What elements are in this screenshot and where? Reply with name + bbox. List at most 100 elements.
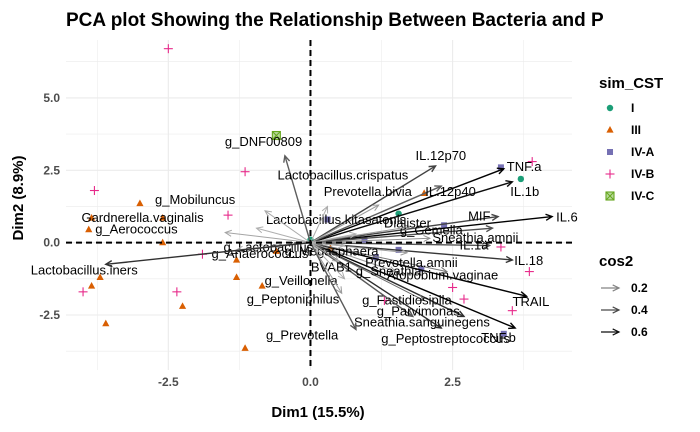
point-iv-a: [500, 330, 507, 337]
variable-label: TRAIL: [513, 294, 550, 309]
y-tick-label: -2.5: [39, 308, 60, 322]
variable-arrow: [310, 241, 529, 299]
variable-label: Dialister: [384, 216, 432, 231]
point-iv-b: [507, 306, 517, 316]
variable-label: g_Anaerococcus: [212, 246, 309, 261]
point-iv-b: [524, 267, 534, 277]
variable-arrow: [310, 185, 443, 244]
variable-label: Prevotella.amnii: [365, 255, 458, 270]
legend-label: IV-A: [631, 145, 655, 159]
variable-arrow: [310, 167, 506, 244]
variable-arrow: [255, 226, 311, 244]
variable-label: g_Sneathia: [356, 264, 423, 279]
point-iv-a: [497, 164, 504, 171]
y-tick-label: 5.0: [43, 91, 60, 105]
variable-label: TNF.b: [481, 330, 516, 345]
variable-arrow: [310, 242, 397, 273]
variable-label: Prevotella.bivia: [324, 184, 413, 199]
variable-arrow: [310, 242, 466, 318]
x-axis-title: Dim1 (15.5%): [271, 404, 364, 421]
point-iii: [96, 273, 104, 280]
variable-arrow: [310, 213, 500, 244]
variable-arrow: [264, 210, 311, 244]
variable-label: g_Parvimonas: [377, 303, 461, 318]
variable-label: TNF.a: [507, 159, 542, 174]
point-iv-b: [448, 283, 458, 292]
variable-label: Lactobacillus.iners: [31, 262, 138, 277]
variable-arrow: [310, 205, 329, 243]
legend-key-iv-b: [605, 169, 615, 179]
point-iii: [85, 225, 93, 233]
point-iii: [159, 214, 167, 221]
variable-label: IL.12p70: [416, 148, 467, 163]
legend-label: 0.4: [631, 303, 648, 317]
point-iii: [232, 273, 241, 280]
variable-arrow: [310, 242, 415, 318]
variable-arrow: [310, 241, 517, 330]
point-iv-b: [379, 296, 389, 306]
variable-label: IL.12p40: [425, 184, 476, 199]
legend-key-iii: [606, 126, 614, 133]
variable-label: g_Veillonella: [265, 273, 339, 288]
point-iii: [272, 247, 280, 254]
legend-title-cos2: cos2: [599, 253, 633, 270]
variable-label: g_Mobiluncus: [155, 192, 236, 207]
variable-arrow: [310, 204, 380, 244]
variable-label: g_Prevotella: [266, 327, 339, 342]
variable-label: Sneathia.sanguinegens: [354, 314, 490, 329]
point-iv-c: [271, 130, 281, 141]
legend-label: 0.2: [631, 281, 648, 295]
point-iii: [232, 256, 241, 263]
point-iv-a: [324, 216, 331, 223]
variable-label: IL.18: [514, 253, 543, 268]
variable-label: IL.1a: [460, 238, 490, 253]
point-iv-b: [78, 287, 88, 297]
variable-arrow: [310, 180, 514, 244]
point-iii: [87, 214, 96, 221]
legend-label: IV-B: [631, 167, 655, 181]
variable-arrow: [310, 242, 346, 280]
point-iii: [258, 282, 266, 289]
axes-layer: -2.5 0.0 2.5 -2.5 0.0 2.5 5.0: [39, 40, 572, 389]
variable-label: IL.6: [556, 210, 578, 225]
legend-label: I: [631, 101, 634, 115]
variable-label: g_Gemella: [400, 222, 464, 237]
legend-key-cos2: [601, 306, 621, 314]
variable-label: g_Peptoniphilus: [247, 291, 340, 306]
legend-key-cos2: [601, 284, 621, 292]
variable-label: Gardnerella.vaginalis: [81, 210, 204, 225]
point-iv-b: [496, 242, 506, 252]
legend-key-cos2: [601, 328, 621, 336]
point-i: [517, 175, 525, 183]
variable-label: Lactobacillus.kitasatonis: [266, 212, 407, 227]
variable-label: MIF: [468, 209, 490, 224]
variable-label: Atopobium.vaginae: [387, 268, 498, 283]
legend-label: 0.6: [631, 325, 648, 339]
variable-arrow: [283, 154, 312, 243]
variable-label: g_Peptostreptococcus: [381, 331, 510, 346]
point-iii: [178, 302, 187, 309]
legend-key-i: [606, 104, 614, 112]
point-iii: [136, 199, 144, 207]
variable-label: g_Megasphaera: [285, 244, 380, 259]
x-tick-label: 2.5: [444, 375, 461, 389]
legend-key-iv-c: [605, 191, 615, 201]
variable-arrow: [224, 229, 311, 244]
variable-label: IL.1b: [510, 184, 539, 199]
variables-layer: TNF.a IL.1b IL.12p70 IL.12p40 IL.6 MIF Sneathi…: [31, 134, 578, 346]
variable-arrow: [309, 242, 357, 331]
point-iv-b: [172, 287, 182, 297]
variable-arrow: [310, 224, 412, 244]
point-iii: [87, 282, 96, 289]
point-iii: [102, 319, 110, 327]
y-tick-label: 0.0: [43, 236, 60, 250]
variable-label: Sneathia.amnii: [432, 230, 518, 245]
variable-arrow: [310, 242, 449, 274]
point-iv-a: [441, 222, 448, 229]
variable-arrow: [310, 231, 358, 244]
legend-title-groups: sim_CST: [599, 75, 663, 92]
point-iv-a: [418, 265, 425, 272]
variable-label: g_DNF00809: [225, 134, 302, 149]
